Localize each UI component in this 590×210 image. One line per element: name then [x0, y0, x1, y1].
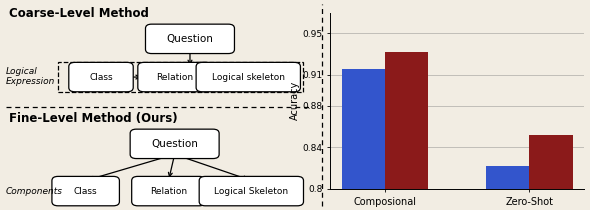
FancyBboxPatch shape [199, 176, 303, 206]
FancyBboxPatch shape [196, 62, 300, 92]
Bar [385, 52, 428, 210]
Y-axis label: Acuracy: Acuracy [290, 81, 300, 120]
Text: Question: Question [151, 139, 198, 149]
Text: Components: Components [6, 187, 63, 196]
Bar [342, 69, 385, 210]
Bar [486, 166, 529, 210]
Text: Logical skeleton: Logical skeleton [212, 73, 285, 81]
FancyBboxPatch shape [138, 62, 211, 92]
Bar [529, 135, 572, 210]
FancyBboxPatch shape [52, 176, 119, 206]
Text: Fine-Level Method (Ours): Fine-Level Method (Ours) [9, 112, 178, 125]
FancyBboxPatch shape [69, 62, 133, 92]
Text: Question: Question [166, 34, 214, 44]
Legend: Coarse-Level, Fine-Level: Coarse-Level, Fine-Level [304, 0, 447, 2]
Text: Class: Class [89, 73, 113, 81]
Text: Relation: Relation [156, 73, 193, 81]
Text: Class: Class [74, 187, 97, 196]
Text: Logical Skeleton: Logical Skeleton [214, 187, 289, 196]
Text: Relation: Relation [150, 187, 187, 196]
FancyBboxPatch shape [130, 129, 219, 159]
Text: Logical
Expression: Logical Expression [6, 67, 55, 86]
FancyBboxPatch shape [132, 176, 205, 206]
Text: Coarse-Level Method: Coarse-Level Method [9, 7, 149, 20]
FancyBboxPatch shape [146, 24, 234, 54]
